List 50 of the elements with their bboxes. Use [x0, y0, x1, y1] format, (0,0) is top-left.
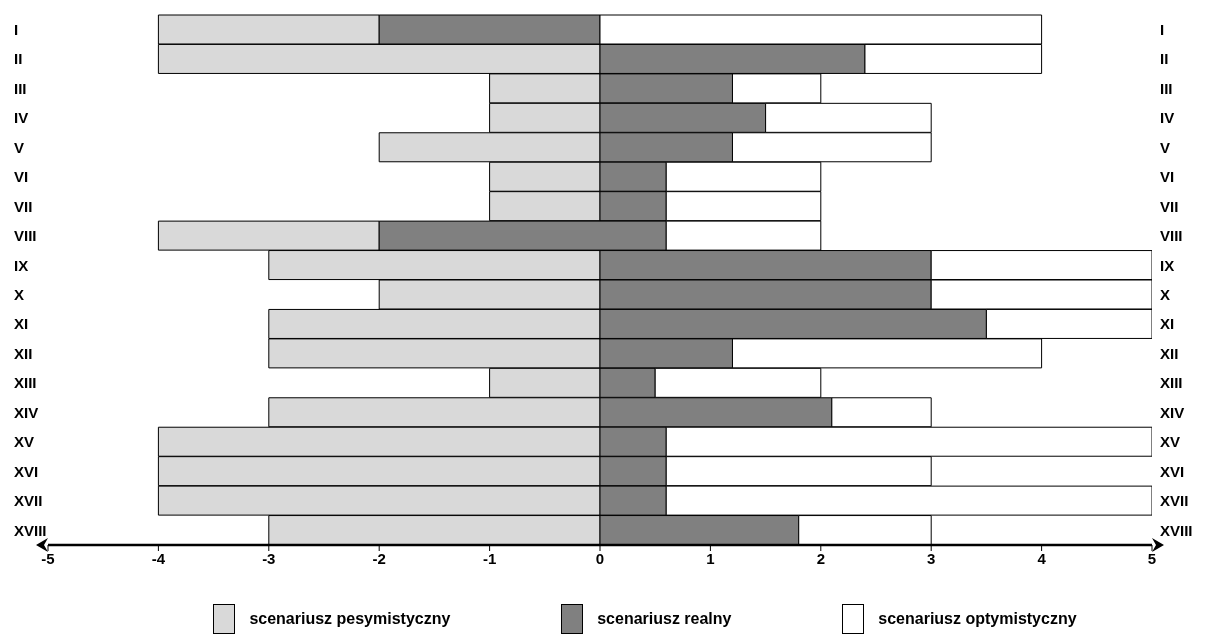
y-tick-label: X — [14, 286, 25, 304]
category-label: X — [1160, 286, 1171, 304]
category-label: XVII — [1160, 492, 1189, 510]
x-tick-label: -1 — [482, 549, 497, 567]
y-tick-label: VII — [14, 197, 33, 215]
y-tick-label: XII — [14, 344, 33, 362]
x-tick-label: -3 — [262, 549, 276, 567]
y-tick-label: III — [14, 79, 27, 97]
y-tick-label: V — [14, 138, 25, 156]
y-tick-label: VI — [14, 168, 29, 186]
category-label: I — [1160, 21, 1165, 39]
y-tick-label: XVIII — [14, 521, 47, 539]
category-label: III — [1160, 79, 1173, 97]
category-label: XIV — [1160, 403, 1185, 421]
category-label: XIII — [1160, 374, 1183, 392]
y-tick-label: IV — [14, 109, 29, 127]
category-label: XII — [1160, 344, 1179, 362]
x-tick-label: 2 — [816, 549, 825, 567]
legend-label: scenariusz realny — [597, 610, 732, 628]
y-tick-label: XIV — [14, 403, 39, 421]
x-tick-label: 3 — [927, 549, 936, 567]
x-tick-label: -2 — [372, 549, 386, 567]
x-tick-label: 4 — [1037, 549, 1047, 567]
category-label: VII — [1160, 197, 1179, 215]
category-label: XV — [1160, 433, 1181, 451]
y-tick-label: XIII — [14, 374, 37, 392]
x-tick-label: 1 — [706, 549, 715, 567]
y-tick-label: VIII — [14, 227, 37, 245]
y-tick-label: II — [14, 50, 23, 68]
x-tick-label: -4 — [151, 549, 166, 567]
x-tick-label: 5 — [1147, 549, 1157, 567]
legend-label: scenariusz pesymistyczny — [249, 610, 451, 628]
y-tick-label: IX — [14, 256, 29, 274]
category-label: V — [1160, 138, 1171, 156]
x-tick-label: 0 — [595, 549, 605, 567]
category-label: XVI — [1160, 462, 1185, 480]
y-tick-label: I — [14, 21, 19, 39]
category-label: XVIII — [1160, 521, 1193, 539]
legend-label: scenariusz optymistyczny — [878, 610, 1077, 628]
category-label: VIII — [1160, 227, 1183, 245]
category-label: IV — [1160, 109, 1175, 127]
category-label: II — [1160, 50, 1169, 68]
y-tick-label: XVI — [14, 462, 39, 480]
y-tick-label: XV — [14, 433, 35, 451]
category-label: IX — [1160, 256, 1175, 274]
x-tick-label: -5 — [41, 549, 55, 567]
y-tick-label: XI — [14, 315, 29, 333]
category-label: VI — [1160, 168, 1175, 186]
category-label: XI — [1160, 315, 1175, 333]
y-tick-label: XVII — [14, 492, 43, 510]
